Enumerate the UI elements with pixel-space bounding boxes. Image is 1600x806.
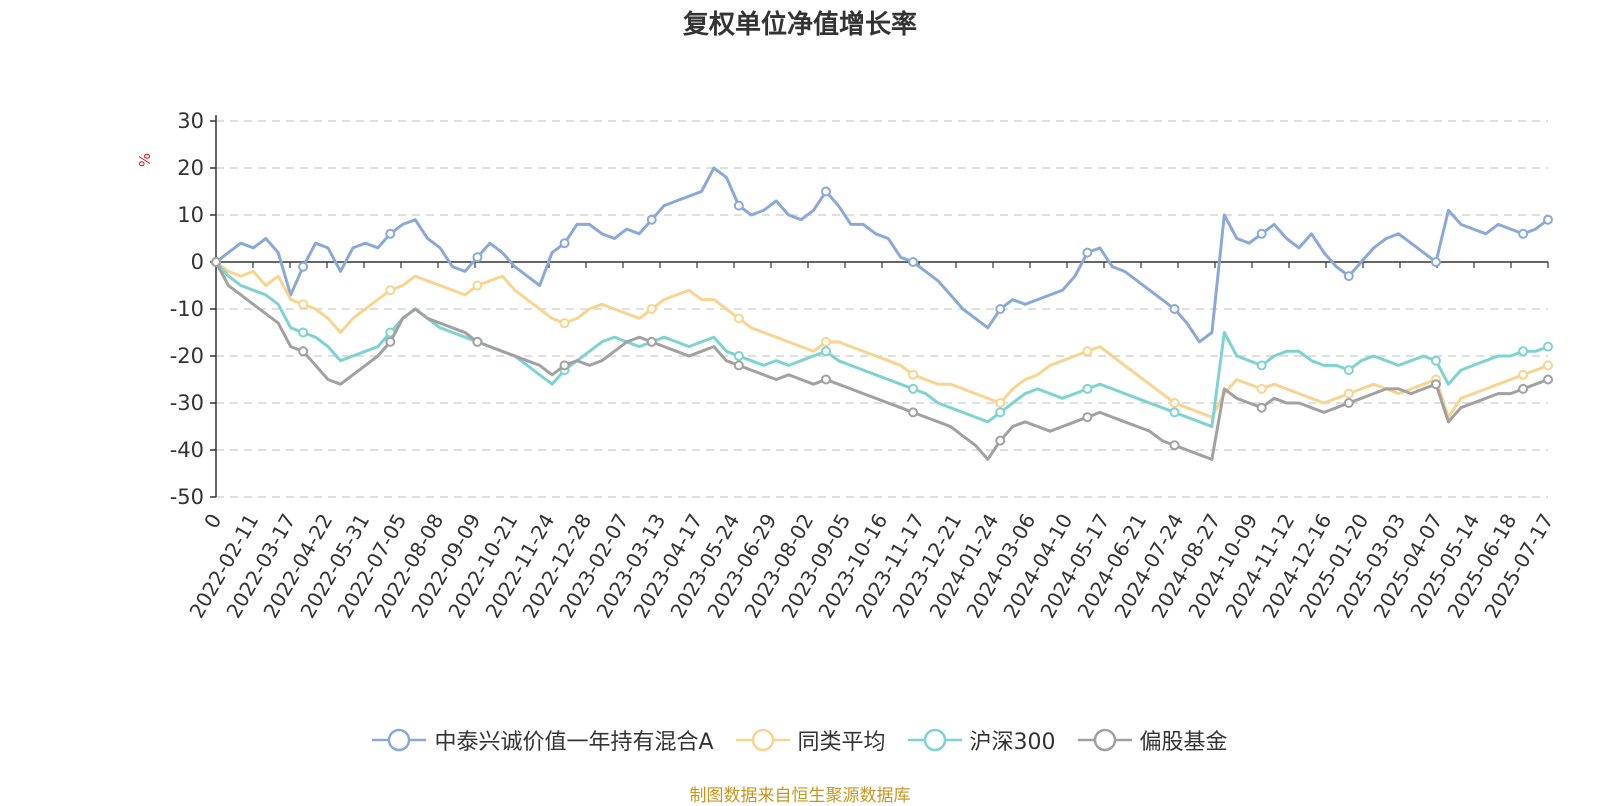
data-point [646,214,657,225]
legend: 中泰兴诚价值一年持有混合A 同类平均 沪深300 偏股基金 [0,724,1600,756]
y-tick-label: 20 [177,156,204,180]
data-point [211,257,221,267]
data-point [1430,257,1441,267]
data-point [1518,346,1529,357]
legend-symbol-icon [1077,728,1132,752]
series-line-1 [215,260,1549,419]
legend-item-3[interactable]: 偏股基金 [1077,724,1228,756]
y-tick-label: 10 [177,203,204,227]
series-line-0 [215,166,1549,344]
data-point [908,383,919,394]
data-point [559,318,570,329]
data-point [995,398,1006,408]
data-point [559,238,570,249]
data-point [1169,440,1180,451]
data-point [1343,388,1354,399]
legend-item-0[interactable]: 中泰兴诚价值一年持有混合A [372,724,714,756]
data-point [385,228,396,239]
data-point [1256,360,1267,371]
legend-symbol-icon [907,728,962,752]
data-point [646,336,657,347]
data-point [1343,271,1354,282]
data-point [1518,383,1529,394]
y-tick-label: -30 [170,391,204,415]
y-axis-label: % [136,153,154,167]
data-point [1543,374,1553,385]
data-point [1543,360,1553,371]
data-point [995,435,1006,446]
data-point [1082,412,1093,423]
data-point [472,252,483,263]
data-point [908,407,919,418]
legend-label: 中泰兴诚价值一年持有混合A [434,730,714,755]
data-point [1430,379,1441,390]
chart-title: 复权单位净值增长率 [682,10,917,40]
data-point [733,351,744,361]
data-point [472,280,483,291]
legend-item-1[interactable]: 同类平均 [735,724,886,756]
data-point [1082,383,1093,394]
data-point [1343,365,1354,376]
data-point [1256,402,1267,413]
series-line-3 [214,261,1549,461]
data-point [995,304,1006,314]
series-lines [211,166,1553,461]
data-point [1518,369,1529,380]
data-point [385,285,396,296]
data-point [995,407,1006,418]
data-point [1169,398,1180,408]
legend-label: 偏股基金 [1139,730,1228,755]
data-point [733,200,744,211]
data-point [820,374,831,385]
data-point [820,186,831,197]
data-point [298,261,309,272]
data-point [1543,341,1553,352]
data-point [733,360,744,371]
x-tick-label: 0 [199,510,226,533]
y-tick-label: 0 [191,250,204,274]
grid-lines [216,120,1548,498]
legend-label: 同类平均 [797,730,886,755]
series-line-2 [214,261,1549,428]
data-point [298,327,309,338]
data-point [1256,383,1267,394]
data-point [908,369,919,380]
data-point [1518,228,1529,239]
y-tick-label: -50 [170,485,204,509]
y-tick-label: -40 [170,438,204,462]
data-point [908,257,919,267]
data-point [385,336,396,347]
data-point [1169,304,1180,314]
data-point [1256,228,1267,239]
y-tick-label: -20 [170,344,204,368]
data-point [298,299,309,310]
data-point [820,346,831,357]
data-point [646,304,657,314]
data-point [1543,214,1553,225]
data-point [820,336,831,347]
data-point [1082,346,1093,357]
source-note: 制图数据来自恒生聚源数据库 [689,786,911,806]
data-point [1343,398,1354,408]
legend-label: 沪深300 [969,730,1056,755]
data-point [733,313,744,324]
y-tick-label: 30 [177,109,204,133]
data-point [1169,407,1180,418]
data-point [472,336,483,347]
data-point [298,346,309,357]
data-point [1430,355,1441,366]
data-point [1082,247,1093,258]
legend-symbol-icon [372,728,427,752]
legend-symbol-icon [735,728,790,752]
data-point [559,360,570,371]
legend-item-2[interactable]: 沪深300 [907,724,1056,756]
y-tick-label: -10 [170,297,204,321]
